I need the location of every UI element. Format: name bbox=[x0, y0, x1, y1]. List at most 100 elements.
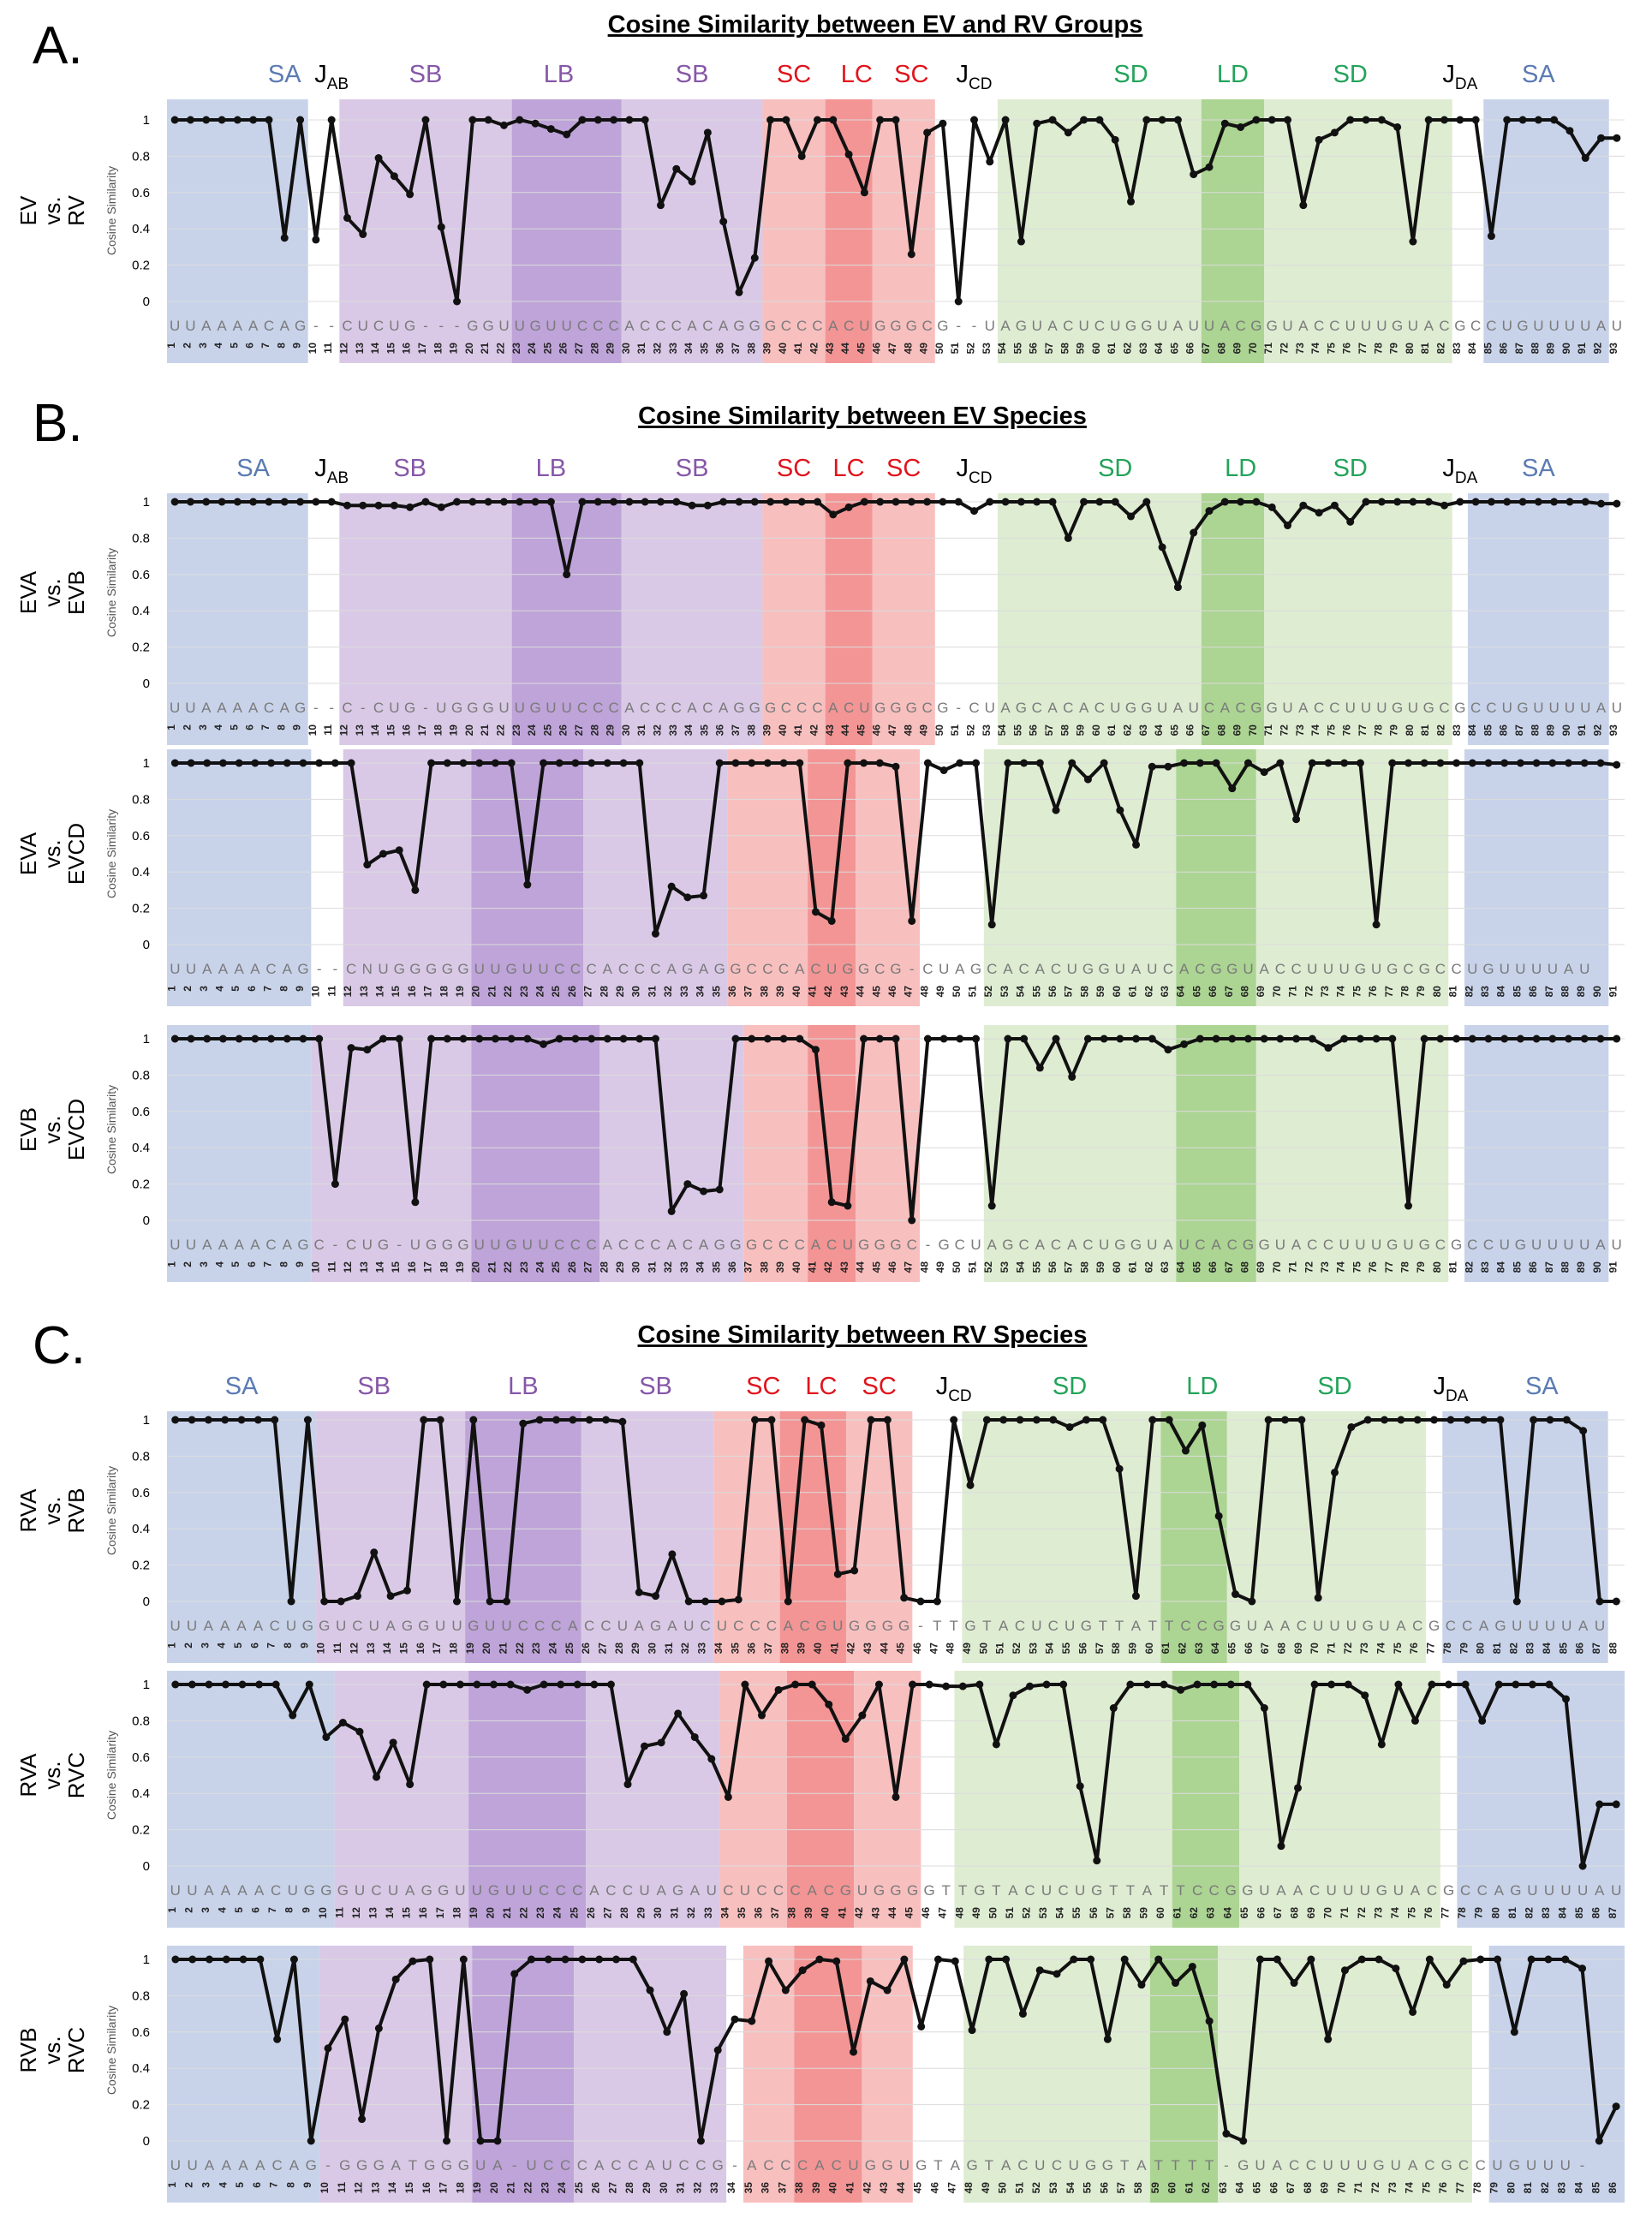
position-number: 46 bbox=[886, 1261, 898, 1273]
position-number: 59 bbox=[1094, 1261, 1106, 1273]
data-point bbox=[1546, 1416, 1554, 1424]
position-number: 42 bbox=[822, 1261, 834, 1273]
y-tick-label: 0 bbox=[143, 1595, 150, 1609]
position-number: 83 bbox=[1540, 1907, 1552, 1919]
sequence-letter: C bbox=[723, 1882, 733, 1899]
data-point bbox=[331, 759, 339, 767]
sequence-letter: U bbox=[369, 1618, 379, 1634]
data-point bbox=[544, 1955, 552, 1964]
sequence-letter: G bbox=[1482, 961, 1494, 977]
data-point bbox=[1344, 1680, 1352, 1689]
region-band-sa bbox=[1442, 1411, 1608, 1663]
sequence-letter: A bbox=[951, 2157, 961, 2173]
data-point bbox=[1068, 1073, 1076, 1082]
sequence-letter: - bbox=[1580, 2157, 1585, 2173]
sequence-letter: U bbox=[1339, 1237, 1350, 1253]
sequence-letter: - bbox=[423, 700, 428, 716]
sequence-letter: U bbox=[288, 1882, 298, 1899]
position-number: 87 bbox=[1543, 1261, 1555, 1273]
position-number: 82 bbox=[1507, 1643, 1519, 1655]
sequence-letter: C bbox=[572, 1882, 582, 1899]
data-point bbox=[1330, 501, 1339, 510]
data-point bbox=[900, 1955, 909, 1964]
region-label-lb: LB bbox=[508, 1373, 538, 1400]
data-point bbox=[251, 759, 259, 767]
sequence-letter: U bbox=[1560, 1882, 1571, 1899]
position-number: 72 bbox=[1303, 1261, 1315, 1273]
data-point bbox=[982, 1416, 991, 1424]
position-number: 88 bbox=[1529, 724, 1541, 736]
sequence-letter: G bbox=[672, 1882, 683, 1899]
data-point bbox=[1397, 1416, 1405, 1424]
data-point bbox=[338, 1719, 347, 1727]
data-point bbox=[892, 1792, 900, 1801]
position-number: 24 bbox=[526, 724, 538, 736]
sequence-letter: G bbox=[1454, 318, 1465, 334]
position-number: 28 bbox=[623, 2182, 635, 2194]
sequence-letter: U bbox=[1157, 318, 1167, 334]
sequence-letter: G bbox=[1099, 961, 1110, 977]
position-number: 47 bbox=[903, 1261, 915, 1273]
sequence-letter: U bbox=[485, 1618, 495, 1634]
data-point bbox=[602, 1416, 611, 1424]
sequence-letter: G bbox=[1387, 1237, 1398, 1253]
position-number: 43 bbox=[878, 2182, 890, 2194]
data-point bbox=[1310, 1680, 1319, 1689]
position-number: 8 bbox=[282, 1643, 294, 1649]
data-point bbox=[623, 1780, 632, 1789]
data-point bbox=[1004, 1034, 1012, 1043]
region-band-sa bbox=[1464, 749, 1609, 1006]
sequence-letter: G bbox=[297, 1237, 308, 1253]
position-number: 10 bbox=[307, 724, 319, 736]
data-point bbox=[1205, 2017, 1214, 2025]
data-point bbox=[420, 1416, 428, 1424]
position-number: 57 bbox=[1063, 1261, 1075, 1273]
position-number: 14 bbox=[384, 1907, 396, 1919]
position-number: 41 bbox=[792, 343, 804, 355]
data-point bbox=[267, 1034, 276, 1043]
sequence-letter: U bbox=[985, 318, 995, 334]
position-number: 89 bbox=[1575, 1261, 1587, 1273]
data-point bbox=[1518, 498, 1527, 506]
data-point bbox=[251, 1034, 259, 1043]
sequence-letter: U bbox=[1561, 1618, 1571, 1634]
sequence-letter: G bbox=[1102, 2157, 1113, 2173]
data-point bbox=[850, 2048, 858, 2056]
position-number: 68 bbox=[1238, 986, 1250, 998]
region-band-sb bbox=[343, 749, 472, 1006]
region-label-sa: SA bbox=[225, 1373, 259, 1400]
position-number: 57 bbox=[1115, 2182, 1127, 2194]
data-point bbox=[1164, 1046, 1172, 1054]
position-number: 12 bbox=[342, 1261, 354, 1273]
sequence-letter: C bbox=[1209, 1882, 1220, 1899]
position-number: 33 bbox=[696, 1643, 708, 1655]
sequence-letter: U bbox=[546, 700, 556, 716]
sequence-letter: A bbox=[666, 1237, 677, 1253]
position-number: 24 bbox=[534, 986, 546, 998]
sequence-letter: C bbox=[570, 1237, 581, 1253]
data-point bbox=[951, 1957, 959, 1965]
position-number: 63 bbox=[1217, 2182, 1229, 2194]
position-number: 52 bbox=[982, 986, 994, 998]
position-number: 35 bbox=[698, 724, 710, 736]
data-point bbox=[907, 250, 915, 259]
sequence-letter: G bbox=[746, 1237, 757, 1253]
sequence-letter: U bbox=[1031, 1618, 1041, 1634]
sequence-letter: A bbox=[202, 961, 212, 977]
position-number: 56 bbox=[1047, 986, 1059, 998]
sequence-letter: C bbox=[1017, 2157, 1028, 2173]
position-number: 29 bbox=[614, 986, 626, 998]
sequence-letter: G bbox=[874, 1882, 885, 1899]
data-point bbox=[1595, 1597, 1604, 1606]
sequence-letter: G bbox=[1214, 1618, 1225, 1634]
position-number: 47 bbox=[886, 343, 898, 355]
position-number: 24 bbox=[552, 1907, 564, 1919]
sequence-letter: G bbox=[1387, 961, 1398, 977]
data-point bbox=[684, 1597, 693, 1606]
data-point bbox=[1613, 1034, 1621, 1043]
position-number: 2 bbox=[181, 724, 193, 730]
data-point bbox=[1487, 232, 1495, 241]
data-point bbox=[641, 116, 649, 124]
data-point bbox=[741, 1680, 749, 1689]
data-point bbox=[603, 1034, 611, 1043]
